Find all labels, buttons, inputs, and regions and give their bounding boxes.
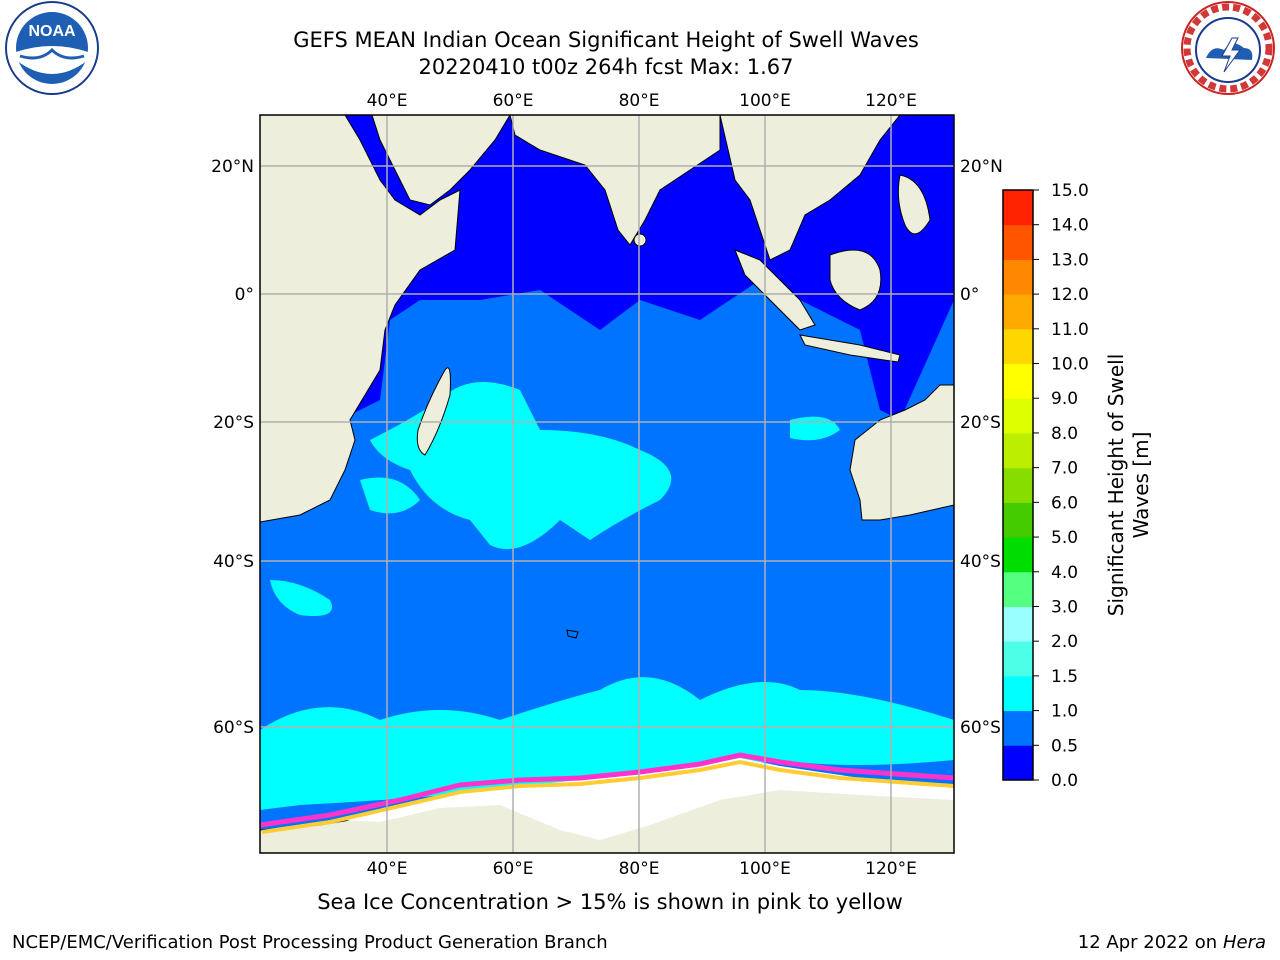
lon-tick-top-60: 60°E	[493, 91, 534, 111]
colorbar-segment	[1003, 606, 1033, 642]
colorbar-tick-label: 14.0	[1051, 216, 1089, 236]
colorbar-segment	[1003, 502, 1033, 538]
ocean-band-1-1.5	[260, 382, 954, 810]
colorbar-segment	[1003, 537, 1033, 573]
land-borneo	[829, 249, 882, 311]
colorbar-tick-label: 2.0	[1051, 632, 1078, 652]
lat-tick-right-20n: 20°N	[960, 157, 1003, 177]
lat-tick-right-60s: 60°S	[960, 718, 1001, 738]
land-philippines	[897, 174, 931, 235]
sea-ice-yellow-edge	[261, 759, 954, 834]
colorbar-tick-label: 11.0	[1051, 320, 1089, 340]
land-sri-lanka	[633, 233, 647, 247]
colorbar-tick-label: 9.0	[1051, 389, 1078, 409]
land-africa	[260, 115, 461, 523]
lon-tick-top-120: 120°E	[865, 91, 917, 111]
footer-date-text: 12 Apr 2022 on	[1077, 932, 1223, 953]
land-india	[509, 115, 721, 246]
colorbar: 0.0 0.5 1.0 1.5 2.0 3.0 4.0 5.0 6.0 7.0 8.0 9.0 10.0…	[1002, 181, 1089, 791]
footer-branch: NCEP/EMC/Verification Post Processing Pr…	[12, 932, 608, 953]
land-sumatra	[734, 249, 816, 331]
lat-tick-left-0: 0°	[235, 285, 254, 305]
colorbar-tick-label: 3.0	[1051, 597, 1078, 617]
colorbar-segment	[1003, 432, 1033, 469]
map-frame	[259, 114, 955, 854]
colorbar-segment	[1003, 224, 1033, 260]
lon-tick-top-100: 100°E	[739, 91, 791, 111]
colorbar-tick-label: 12.0	[1051, 285, 1089, 305]
colorbar-tick-label: 7.0	[1051, 459, 1078, 479]
land-australia	[849, 384, 954, 521]
lat-tick-right-20s: 20°S	[960, 413, 1001, 433]
colorbar-segment	[1003, 294, 1033, 330]
colorbar-tick-label: 5.0	[1051, 528, 1078, 548]
sea-ice-white	[340, 758, 954, 840]
lon-tick-top-80: 80°E	[619, 91, 660, 111]
kerguelen-outline	[566, 629, 579, 639]
chart-title: GEFS MEAN Indian Ocean Significant Heigh…	[293, 28, 919, 52]
nws-logo	[1181, 1, 1275, 95]
map-area	[260, 115, 954, 853]
map-gridlines	[260, 115, 954, 853]
colorbar-segment	[1003, 710, 1033, 746]
colorbar-title-line2: Waves [m]	[1129, 432, 1153, 539]
lat-tick-left-20n: 20°N	[211, 157, 254, 177]
colorbar-segment	[1003, 190, 1033, 226]
colorbar-tick-label: 0.5	[1051, 736, 1078, 756]
colorbar-segment	[1003, 363, 1033, 399]
lat-tick-left-20s: 20°S	[213, 413, 254, 433]
colorbar-segment	[1003, 467, 1033, 503]
colorbar-tick-label: 15.0	[1051, 181, 1089, 201]
noaa-logo-text: NOAA	[28, 23, 76, 40]
colorbar-segment	[1003, 675, 1033, 712]
lon-tick-bottom-40: 40°E	[367, 859, 408, 879]
lat-tick-left-40s: 40°S	[213, 552, 254, 572]
land-java	[799, 334, 901, 363]
lon-tick-bottom-100: 100°E	[739, 859, 791, 879]
sea-ice-caption: Sea Ice Concentration > 15% is shown in …	[317, 890, 903, 914]
colorbar-tick-label: 1.0	[1051, 702, 1078, 722]
colorbar-tick-label: 13.0	[1051, 250, 1089, 270]
lat-tick-left-60s: 60°S	[213, 718, 254, 738]
colorbar-tick-label: 10.0	[1051, 355, 1089, 375]
lon-tick-bottom-80: 80°E	[619, 859, 660, 879]
footer-host: Hera	[1222, 932, 1266, 953]
colorbar-tick-label: 6.0	[1051, 493, 1078, 513]
colorbar-segment	[1003, 328, 1033, 365]
colorbar-segment	[1003, 398, 1033, 434]
lon-tick-bottom-120: 120°E	[865, 859, 917, 879]
colorbar-segment	[1003, 571, 1033, 607]
lat-tick-right-0: 0°	[960, 285, 979, 305]
chart-subtitle: 20220410 t00z 264h fcst Max: 1.67	[418, 55, 794, 79]
colorbar-title-line1: Significant Height of Swell	[1104, 354, 1128, 616]
colorbar-segment	[1003, 641, 1033, 677]
colorbar-frame	[1002, 189, 1034, 781]
colorbar-segment	[1003, 259, 1033, 295]
noaa-logo: NOAA	[5, 1, 99, 95]
colorbar-tick-label: 8.0	[1051, 424, 1078, 444]
lat-tick-right-40s: 40°S	[960, 552, 1001, 572]
colorbar-tick-label: 1.5	[1051, 667, 1078, 687]
land-madagascar	[416, 367, 451, 456]
sea-ice-pink-edge	[260, 752, 954, 828]
colorbar-segment	[1003, 745, 1033, 781]
colorbar-tick-label: 4.0	[1051, 563, 1078, 583]
lon-tick-top-40: 40°E	[367, 91, 408, 111]
colorbar-tick-label: 0.0	[1051, 771, 1078, 791]
footer-date: 12 Apr 2022 on Hera	[1078, 932, 1266, 953]
lon-tick-bottom-60: 60°E	[493, 859, 534, 879]
